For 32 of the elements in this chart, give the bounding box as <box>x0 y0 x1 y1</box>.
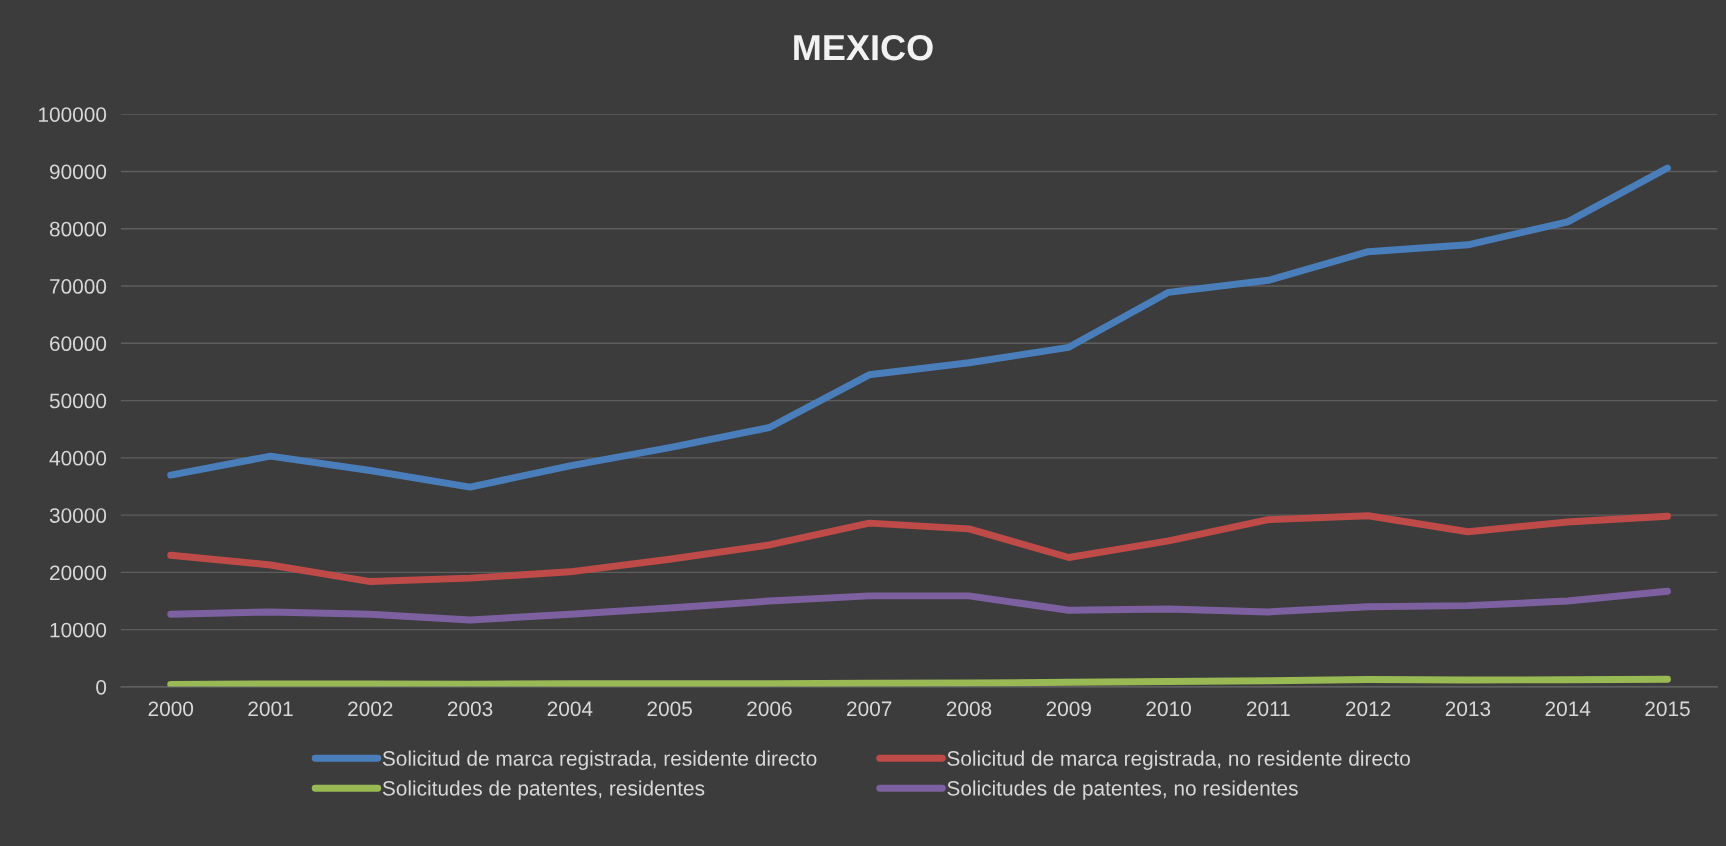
x-tick-label: 2004 <box>547 701 593 717</box>
x-tick-label: 2014 <box>1545 701 1591 717</box>
x-tick-label: 2007 <box>847 701 892 717</box>
y-tick-label: 90000 <box>49 164 107 180</box>
y-tick-label: 80000 <box>49 221 107 237</box>
x-tick-label: 2001 <box>248 701 293 717</box>
legend-label: Solicitud de marca registrada, residente directo <box>382 750 817 770</box>
y-tick-label: 30000 <box>49 508 107 523</box>
x-tick-label: 2003 <box>447 701 493 717</box>
x-tick-label: 2005 <box>647 701 692 717</box>
x-tick-label: 2015 <box>1645 701 1690 717</box>
x-tick-label: 2010 <box>1146 701 1191 717</box>
y-tick-label: 50000 <box>49 393 107 409</box>
x-tick-label: 2008 <box>946 701 992 717</box>
y-tick-label: 60000 <box>50 336 107 352</box>
x-tick-label: 2000 <box>148 701 194 717</box>
y-tick-label: 70000 <box>50 279 107 294</box>
y-tick-label: 40000 <box>49 450 107 466</box>
legend-label: Solicitudes de patentes, no residentes <box>947 780 1298 800</box>
x-tick-label: 2009 <box>1046 701 1091 717</box>
y-tick-label: 100000 <box>39 107 107 122</box>
y-tick-label: 0 <box>96 679 107 695</box>
x-tick-label: 2012 <box>1346 701 1391 717</box>
y-tick-label: 20000 <box>50 565 107 581</box>
legend-label: Solicitud de marca registrada, no residente directo <box>947 750 1410 770</box>
x-tick-label: 2013 <box>1445 701 1491 717</box>
chart-title: MEXICO <box>794 34 933 61</box>
x-tick-label: 2011 <box>1246 701 1290 717</box>
legend-label: Solicitudes de patentes, residentes <box>382 780 705 800</box>
x-tick-label: 2002 <box>348 701 393 717</box>
y-tick-label: 10000 <box>50 622 107 638</box>
x-tick-label: 2006 <box>747 701 792 717</box>
